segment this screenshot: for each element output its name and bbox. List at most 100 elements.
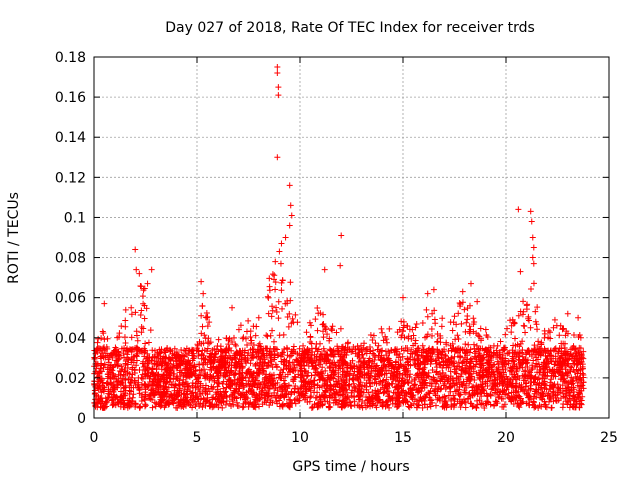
data-point [177,373,184,380]
data-point [363,371,370,378]
data-point [473,387,480,394]
data-point [217,369,224,376]
data-point [567,378,574,385]
data-point [424,372,431,379]
data-point [357,364,364,371]
x-axis-label: GPS time / hours [292,459,409,475]
data-point [396,326,403,333]
data-point [466,380,473,387]
data-point [211,354,218,361]
data-point [332,370,339,377]
data-point [466,302,473,309]
data-point [516,393,523,400]
data-point [264,333,271,340]
data-point [222,401,229,408]
data-point [172,381,179,388]
data-point [266,275,273,282]
data-point [97,403,104,410]
data-point [100,379,107,386]
data-point [392,400,399,407]
data-point [497,338,504,345]
data-point [308,359,315,366]
data-point [245,368,252,375]
data-point [419,379,426,386]
data-point [240,403,247,410]
data-point [514,400,521,407]
data-point [468,355,475,362]
data-point [409,386,416,393]
data-point [229,304,236,311]
data-point [275,92,282,99]
data-point [138,324,145,331]
y-tick-label: 0.12 [55,170,86,186]
data-point [192,380,199,387]
data-point [316,373,323,380]
data-point [522,371,529,378]
data-point [151,399,158,406]
data-point [219,380,226,387]
data-point [351,402,358,409]
data-point [520,298,527,305]
data-point [476,333,483,340]
data-point [290,319,297,326]
data-point [566,392,573,399]
data-point [400,324,407,331]
data-point [129,366,136,373]
data-point [379,329,386,336]
data-point [561,344,568,351]
data-point [445,348,452,355]
data-point [124,370,131,377]
data-point [384,385,391,392]
data-point [366,348,373,355]
data-point [442,353,449,360]
data-point [112,357,119,364]
data-point [344,340,351,347]
data-point [525,368,532,375]
y-axis-label: ROTI / TECUs [6,192,22,284]
data-point [253,353,260,360]
data-point [147,327,154,334]
data-point [452,388,459,395]
data-point [334,381,341,388]
data-point [347,402,354,409]
data-point [478,356,485,363]
data-point [427,403,434,410]
data-point [359,351,366,358]
data-point [498,369,505,376]
data-point [269,271,276,278]
data-point [217,343,224,350]
data-point [292,383,299,390]
data-point [97,365,104,372]
data-point [414,357,421,364]
data-point [200,372,207,379]
data-point [385,361,392,368]
data-point [166,354,173,361]
data-point [245,350,252,357]
data-point [267,332,274,339]
data-point [374,387,381,394]
data-point [286,182,293,189]
data-point [495,394,502,401]
data-point [505,390,512,397]
data-point [527,385,534,392]
data-point [219,356,226,363]
data-point [499,377,506,384]
data-point [341,351,348,358]
data-point [163,398,170,405]
data-point [95,335,102,342]
data-point [512,383,519,390]
data-point [526,399,533,406]
data-point [366,355,373,362]
data-point [193,347,200,354]
data-point [132,400,139,407]
data-point [373,404,380,411]
data-point [265,362,272,369]
data-point [263,399,270,406]
data-point [328,325,335,332]
data-point [264,363,271,370]
data-point [193,394,200,401]
data-point [366,394,373,401]
data-point [321,266,328,273]
data-point [461,306,468,313]
data-point [277,384,284,391]
